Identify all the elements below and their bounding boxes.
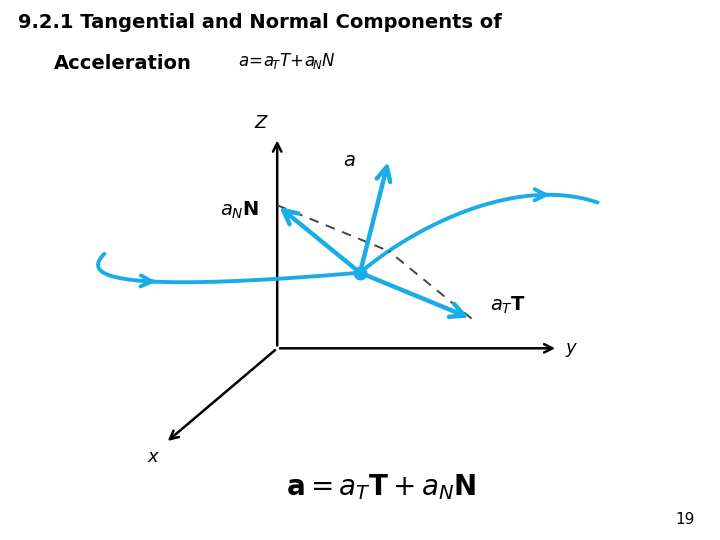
Text: 19: 19	[675, 511, 695, 526]
Text: Acceleration: Acceleration	[54, 54, 192, 73]
Text: $a\!=\!a_{\!T}T\!+\!a_{\!N}N$: $a\!=\!a_{\!T}T\!+\!a_{\!N}N$	[238, 51, 336, 71]
Text: y: y	[565, 339, 576, 357]
Text: 9.2.1 Tangential and Normal Components of: 9.2.1 Tangential and Normal Components o…	[18, 14, 502, 32]
Text: $a_N\mathbf{N}$: $a_N\mathbf{N}$	[220, 200, 259, 221]
Text: $\mathbf{a} = a_T\mathbf{T} + a_N\mathbf{N}$: $\mathbf{a} = a_T\mathbf{T} + a_N\mathbf…	[287, 472, 477, 502]
Text: $a$: $a$	[343, 152, 356, 170]
Text: x: x	[148, 448, 158, 466]
Text: $a_T\mathbf{T}$: $a_T\mathbf{T}$	[490, 294, 526, 316]
Text: Z: Z	[254, 114, 266, 132]
